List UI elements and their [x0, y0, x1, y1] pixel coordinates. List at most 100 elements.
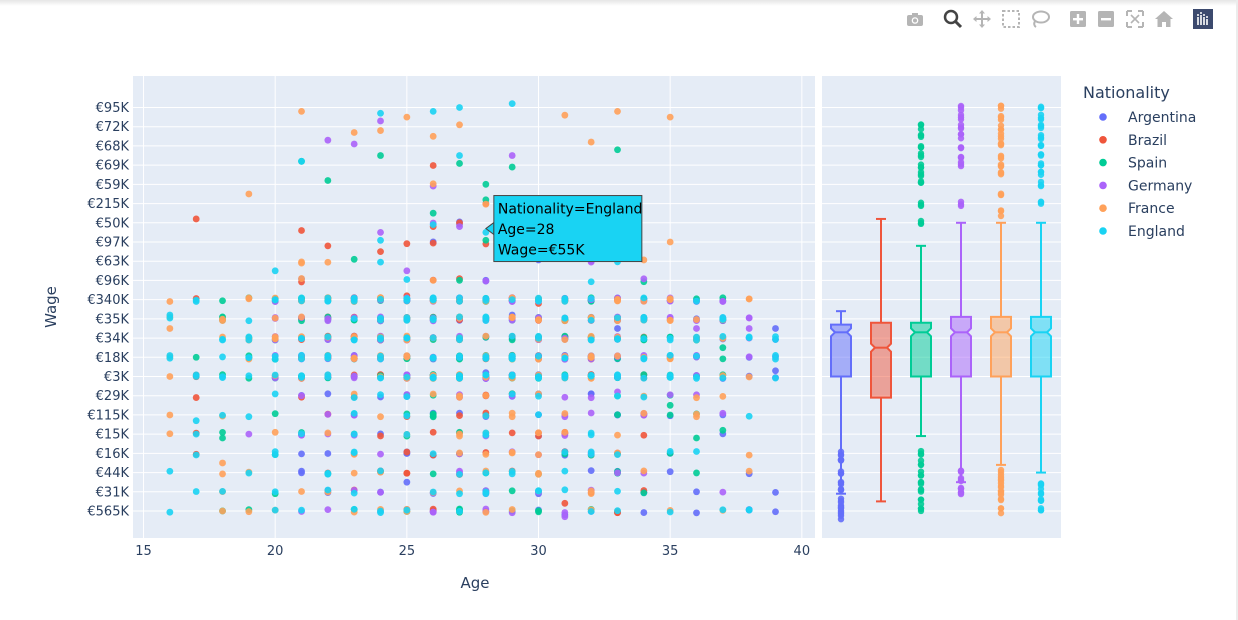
scatter-point [561, 428, 569, 436]
scatter-point [166, 508, 174, 516]
box-select-icon[interactable] [1000, 8, 1022, 30]
scatter-point [298, 430, 305, 438]
scatter-point [561, 295, 569, 302]
scatter-point [377, 507, 384, 515]
scatter-point [350, 315, 358, 323]
scatter-point [324, 410, 332, 418]
pan-icon[interactable] [971, 8, 993, 30]
scatter-point [429, 209, 437, 217]
scatter-point [192, 394, 200, 401]
box-outlier [997, 102, 1005, 109]
scatter-point [535, 451, 542, 459]
plotly-logo-icon[interactable] [1192, 8, 1214, 30]
legend-entry[interactable]: Argentina [1128, 110, 1196, 126]
y-tick-label: €340K [87, 293, 129, 308]
scatter-point [508, 470, 516, 478]
scatter-point [482, 412, 490, 420]
scatter-point [298, 373, 305, 381]
box-plot-area[interactable] [822, 76, 1061, 538]
box-outlier [957, 144, 965, 151]
scatter-point [219, 297, 226, 305]
tooltip-line: Age=28 [498, 222, 555, 238]
scatter-point [166, 354, 174, 362]
scatter-point [429, 239, 437, 247]
box-outlier [917, 451, 925, 458]
box-outlier [917, 132, 925, 139]
home-icon[interactable] [1153, 8, 1175, 30]
scatter-point [271, 506, 279, 514]
scatter-point [456, 336, 463, 344]
scatter-point [324, 177, 332, 184]
scatter-point [456, 223, 463, 231]
box-outlier [957, 161, 965, 168]
scatter-point [482, 297, 490, 305]
box-outlier [997, 509, 1005, 517]
scatter-plot-area[interactable] [133, 76, 815, 538]
scatter-point [614, 451, 621, 458]
box-outlier [1037, 151, 1045, 158]
scatter-point [192, 296, 200, 304]
legend-entry[interactable]: Brazil [1128, 133, 1167, 149]
scatter-point [429, 295, 437, 303]
scatter-point [377, 391, 384, 399]
box-outlier [1037, 116, 1045, 123]
legend-marker [1099, 136, 1107, 144]
scatter-point [508, 409, 516, 417]
zoom-icon[interactable] [942, 8, 964, 30]
autoscale-icon[interactable] [1124, 8, 1146, 30]
scatter-point [535, 411, 542, 419]
scatter-point [772, 367, 779, 375]
box-outlier [917, 486, 925, 494]
scatter-point [377, 109, 384, 117]
camera-icon[interactable] [904, 8, 926, 30]
scatter-point [640, 335, 648, 343]
legend-entry[interactable]: France [1128, 201, 1175, 217]
scatter-point [719, 355, 727, 363]
scatter-point [561, 336, 569, 344]
zoom-in-icon[interactable] [1067, 8, 1089, 30]
scatter-point [324, 297, 332, 305]
scatter-point [456, 352, 463, 360]
legend-entry[interactable]: Germany [1128, 178, 1192, 194]
scatter-point [482, 392, 490, 399]
scatter-point [377, 450, 384, 458]
y-tick-label: €115K [87, 408, 129, 423]
scatter-point [350, 129, 358, 136]
scatter-point [508, 352, 516, 360]
scatter-point [377, 127, 384, 134]
scatter-point [719, 314, 727, 321]
scatter-point [324, 317, 332, 325]
scatter-point [429, 470, 437, 478]
y-tick-label: €215K [87, 197, 129, 212]
scatter-point [614, 487, 621, 495]
scatter-point [508, 487, 516, 495]
box-outlier [917, 164, 925, 171]
scatter-point [271, 451, 279, 459]
scatter-point [429, 488, 437, 496]
zoom-out-icon[interactable] [1095, 8, 1117, 30]
box-outlier [997, 190, 1005, 197]
scatter-point [403, 314, 411, 321]
scatter-point [482, 508, 490, 516]
legend-entry[interactable]: Spain [1128, 156, 1167, 172]
scatter-point [377, 374, 384, 382]
scatter-point [245, 294, 253, 302]
y-tick-label: €68K [96, 139, 130, 154]
scatter-point [535, 508, 542, 516]
scatter-point [561, 393, 569, 401]
lasso-icon[interactable] [1029, 8, 1051, 30]
scatter-point [561, 314, 569, 322]
box-body [1030, 315, 1052, 378]
tooltip-line: Wage=€55K [498, 243, 585, 259]
scatter-point [403, 267, 411, 275]
scatter-point [693, 410, 700, 418]
scatter-point [482, 431, 490, 439]
tooltip-box [493, 195, 643, 263]
y-tick-label: €63K [96, 255, 130, 270]
scatter-point [614, 431, 621, 439]
box-outlier [917, 179, 925, 186]
scatter-point [245, 469, 253, 477]
scatter-point [403, 276, 411, 283]
legend-entry[interactable]: England [1128, 224, 1185, 240]
